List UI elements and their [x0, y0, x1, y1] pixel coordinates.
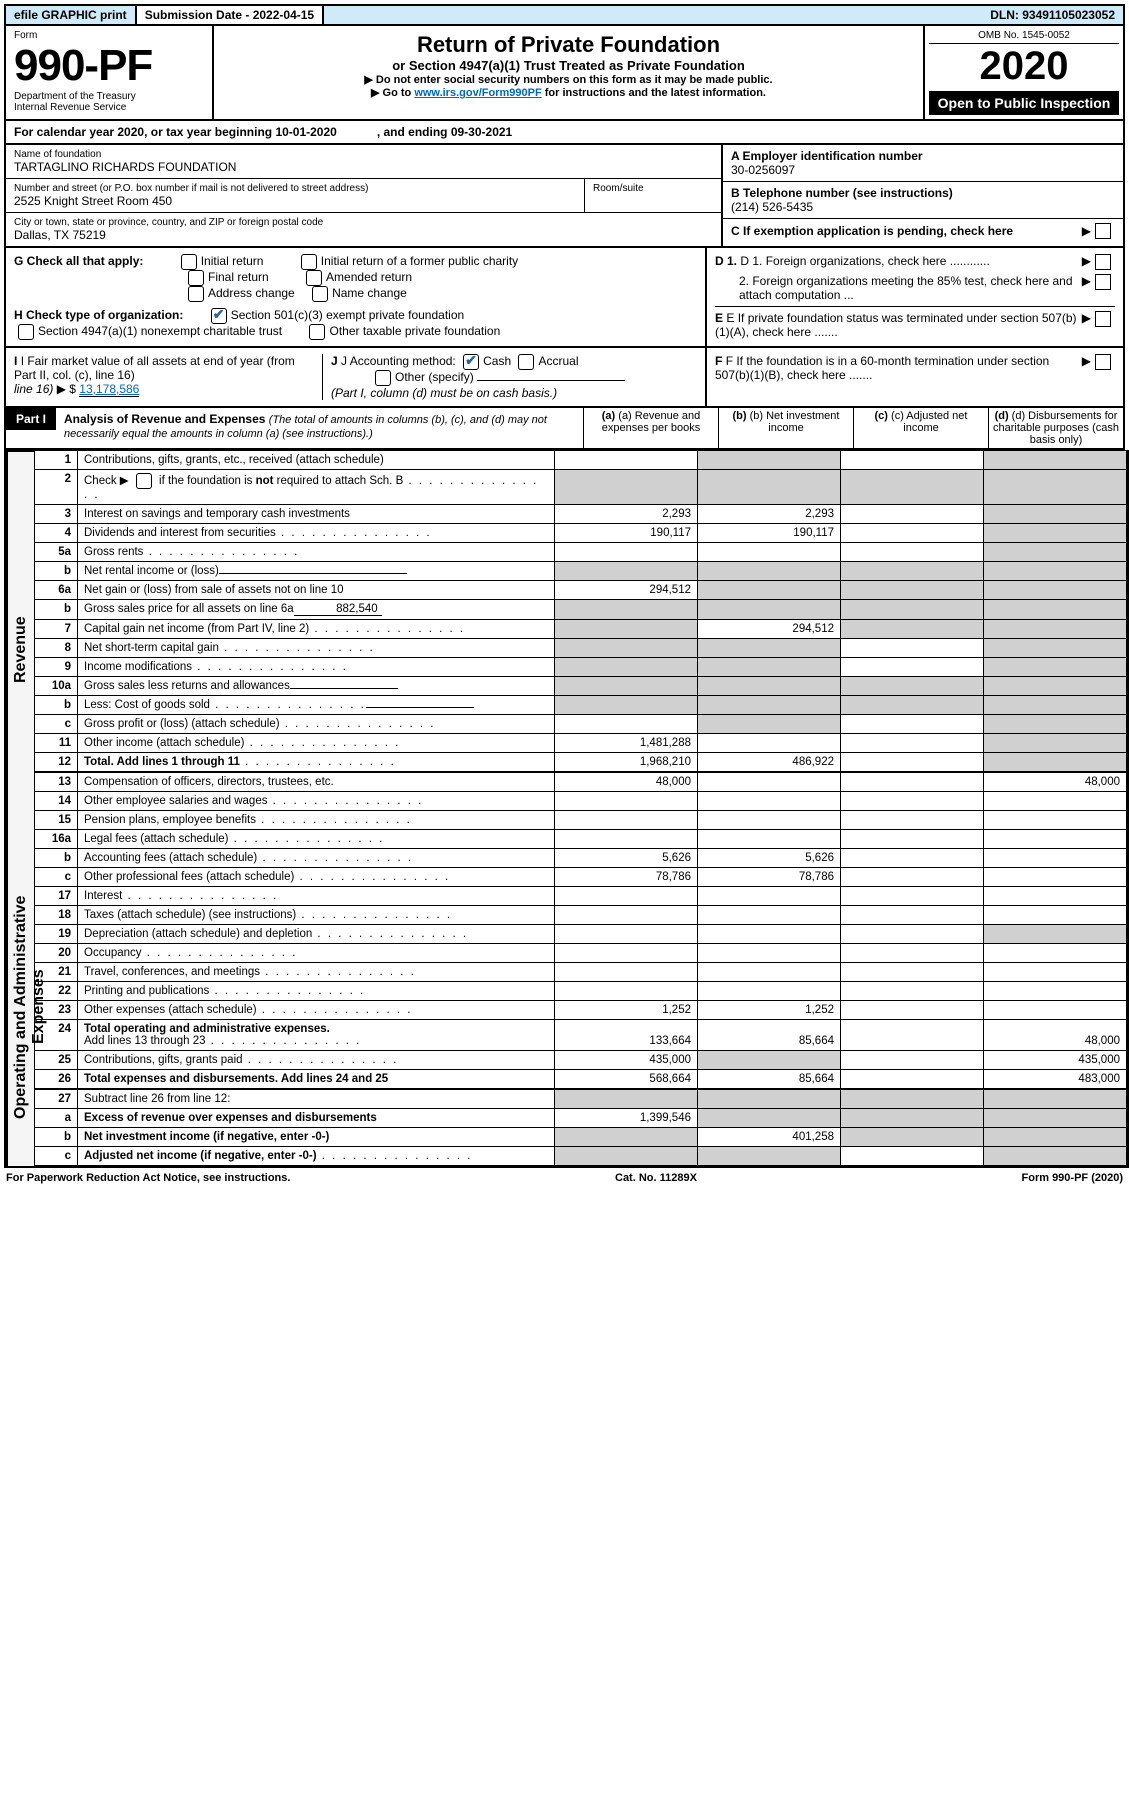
top-bar: efile GRAPHIC print Submission Date - 20… — [4, 4, 1125, 26]
ein-label: A Employer identification number — [731, 149, 1115, 163]
entity-left: Name of foundation TARTAGLINO RICHARDS F… — [6, 145, 721, 246]
j-block: J J Accounting method: Cash Accrual Othe… — [323, 354, 697, 400]
submission-date: Submission Date - 2022-04-15 — [137, 6, 324, 24]
foundation-name: TARTAGLINO RICHARDS FOUNDATION — [14, 160, 713, 174]
footer-mid: Cat. No. 11289X — [615, 1172, 697, 1184]
g-final[interactable] — [188, 270, 204, 286]
inspection-box: Open to Public Inspection — [929, 91, 1119, 115]
cal-begin: For calendar year 2020, or tax year begi… — [14, 125, 337, 139]
dln: DLN: 93491105023052 — [982, 6, 1123, 24]
j-other[interactable] — [375, 370, 391, 386]
d1-checkbox[interactable] — [1095, 254, 1111, 270]
check-row-ij: I I Fair market value of all assets at e… — [4, 348, 1125, 408]
h-4947[interactable] — [18, 324, 34, 340]
form-number: 990-PF — [14, 41, 204, 91]
name-label: Name of foundation — [14, 149, 713, 160]
footer-left: For Paperwork Reduction Act Notice, see … — [6, 1172, 290, 1184]
tax-year: 2020 — [929, 44, 1119, 89]
g-name[interactable] — [312, 286, 328, 302]
h-other-taxable[interactable] — [309, 324, 325, 340]
check-row-gh: G Check all that apply: Initial return I… — [4, 248, 1125, 348]
header-left: Form 990-PF Department of the Treasury I… — [6, 26, 214, 119]
instr-1: ▶ Do not enter social security numbers o… — [220, 73, 917, 86]
h-row: H Check type of organization: Section 50… — [14, 308, 697, 340]
cal-end: , and ending 09-30-2021 — [377, 125, 512, 139]
omb-no: OMB No. 1545-0052 — [929, 30, 1119, 44]
ein-value: 30-0256097 — [731, 163, 1115, 177]
part1-table: Revenue Operating and Administrative Exp… — [4, 450, 1129, 1168]
phone-label: B Telephone number (see instructions) — [731, 186, 1115, 200]
header-right: OMB No. 1545-0052 2020 Open to Public In… — [923, 26, 1123, 119]
fmv-link[interactable]: 13,178,586 — [79, 382, 139, 397]
oae-label: Operating and Administrative Expenses — [6, 848, 34, 1166]
irs-label: Internal Revenue Service — [14, 102, 204, 113]
form-title: Return of Private Foundation — [220, 32, 917, 58]
instr-2: ▶ Go to www.irs.gov/Form990PF for instru… — [220, 86, 917, 99]
header-row: Form 990-PF Department of the Treasury I… — [4, 26, 1125, 121]
analysis-grid: 1Contributions, gifts, grants, etc., rec… — [34, 450, 1127, 1166]
c-checkbox[interactable] — [1095, 223, 1111, 239]
city-label: City or town, state or province, country… — [14, 217, 713, 228]
part1-header-row: Part I Analysis of Revenue and Expenses … — [4, 408, 1125, 450]
g-h-block: G Check all that apply: Initial return I… — [6, 248, 705, 346]
l2-checkbox[interactable] — [136, 473, 152, 489]
j-cash[interactable] — [463, 354, 479, 370]
e-checkbox[interactable] — [1095, 311, 1111, 327]
header-center: Return of Private Foundation or Section … — [214, 26, 923, 119]
f-block: F F If the foundation is in a 60-month t… — [705, 348, 1123, 406]
j-accrual[interactable] — [518, 354, 534, 370]
g-address[interactable] — [188, 286, 204, 302]
c-label: C If exemption application is pending, c… — [731, 224, 1082, 238]
room-suite: Room/suite — [584, 179, 721, 212]
addr-label: Number and street (or P.O. box number if… — [14, 183, 576, 194]
efile-label[interactable]: efile GRAPHIC print — [6, 6, 137, 24]
city-state-zip: Dallas, TX 75219 — [14, 228, 713, 242]
ij-block: I I Fair market value of all assets at e… — [6, 348, 705, 406]
footer: For Paperwork Reduction Act Notice, see … — [4, 1168, 1125, 1188]
d2-checkbox[interactable] — [1095, 274, 1111, 290]
dept-label: Department of the Treasury — [14, 91, 204, 102]
irs-link[interactable]: www.irs.gov/Form990PF — [414, 87, 541, 99]
entity-right: A Employer identification number 30-0256… — [721, 145, 1123, 246]
revenue-label: Revenue — [6, 450, 34, 848]
d-e-block: D 1. D 1. Foreign organizations, check h… — [705, 248, 1123, 346]
form-subtitle: or Section 4947(a)(1) Trust Treated as P… — [220, 58, 917, 73]
h-501c3[interactable] — [211, 308, 227, 324]
g-row: G Check all that apply: Initial return I… — [14, 254, 697, 302]
footer-right: Form 990-PF (2020) — [1022, 1172, 1124, 1184]
calendar-line: For calendar year 2020, or tax year begi… — [4, 121, 1125, 145]
g-initial[interactable] — [181, 254, 197, 270]
phone-value: (214) 526-5435 — [731, 200, 1115, 214]
i-block: I I Fair market value of all assets at e… — [14, 354, 323, 400]
f-checkbox[interactable] — [1095, 354, 1111, 370]
g-amended[interactable] — [306, 270, 322, 286]
g-initial-former[interactable] — [301, 254, 317, 270]
entity-block: Name of foundation TARTAGLINO RICHARDS F… — [4, 145, 1125, 248]
part1-label: Part I — [6, 408, 56, 430]
address: 2525 Knight Street Room 450 — [14, 194, 576, 208]
form-label: Form — [14, 30, 204, 41]
part1-title: Analysis of Revenue and Expenses — [64, 412, 265, 426]
